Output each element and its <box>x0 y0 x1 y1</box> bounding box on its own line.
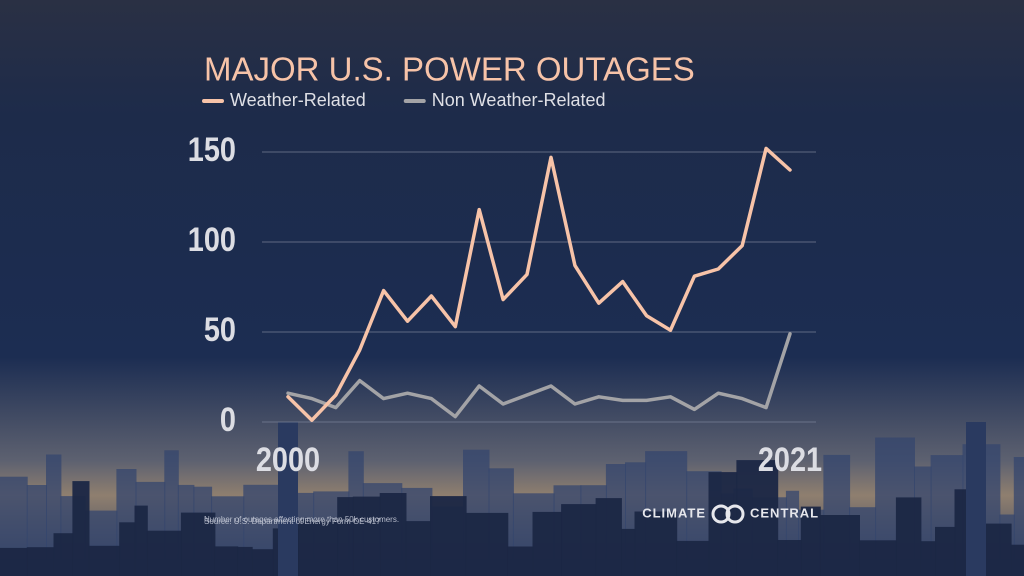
building <box>251 549 274 576</box>
plot-area: 0 50 100 150 2000 2021 <box>188 130 822 479</box>
y-tick-label: 150 <box>188 130 236 169</box>
building <box>214 546 239 576</box>
building <box>819 515 860 576</box>
x-tick-label: 2021 <box>758 440 822 479</box>
building <box>859 540 897 576</box>
building <box>465 512 509 576</box>
y-tick-label: 0 <box>220 400 236 439</box>
building <box>800 506 821 576</box>
series-line <box>286 146 792 422</box>
building <box>146 530 182 576</box>
footnote: Number of outages affecting more than 50… <box>204 515 399 524</box>
building <box>708 472 738 576</box>
building <box>676 540 710 576</box>
building <box>966 422 986 576</box>
building <box>298 519 339 576</box>
legend-item: Weather-Related <box>202 90 366 110</box>
building <box>53 533 74 576</box>
building <box>405 521 431 576</box>
legend-label: Non Weather-Related <box>432 90 606 110</box>
legend-item: Non Weather-Related <box>403 90 606 110</box>
building <box>595 498 622 576</box>
logo-text: CLIMATE <box>642 505 706 520</box>
building <box>72 481 90 576</box>
logo-icon <box>711 504 745 524</box>
logo-text: CENTRAL <box>750 505 819 520</box>
building <box>532 511 563 576</box>
building <box>134 505 148 576</box>
building <box>935 526 956 576</box>
chart-title: MAJOR U.S. POWER OUTAGES <box>204 51 695 88</box>
building <box>1010 544 1024 576</box>
building <box>920 541 937 576</box>
building <box>507 546 534 576</box>
building <box>26 547 55 576</box>
building <box>621 528 636 576</box>
x-tick-label: 2000 <box>256 440 320 479</box>
building <box>561 504 597 576</box>
building <box>379 493 407 576</box>
building <box>895 497 922 576</box>
building <box>119 522 136 576</box>
y-tick-label: 100 <box>188 220 236 259</box>
building <box>337 497 354 576</box>
building <box>1013 457 1024 576</box>
building <box>237 546 253 576</box>
building <box>0 547 28 576</box>
building <box>278 422 298 576</box>
building <box>430 496 467 576</box>
building <box>634 511 678 576</box>
footnote: Source: U.S. Department of Energy Form O… <box>204 517 381 526</box>
building <box>777 540 802 576</box>
building <box>88 545 121 576</box>
series-line <box>286 332 792 419</box>
building <box>180 512 216 576</box>
skyline <box>0 422 1024 576</box>
y-tick-label: 50 <box>204 310 236 349</box>
building <box>352 496 381 576</box>
legend-label: Weather-Related <box>230 90 366 110</box>
